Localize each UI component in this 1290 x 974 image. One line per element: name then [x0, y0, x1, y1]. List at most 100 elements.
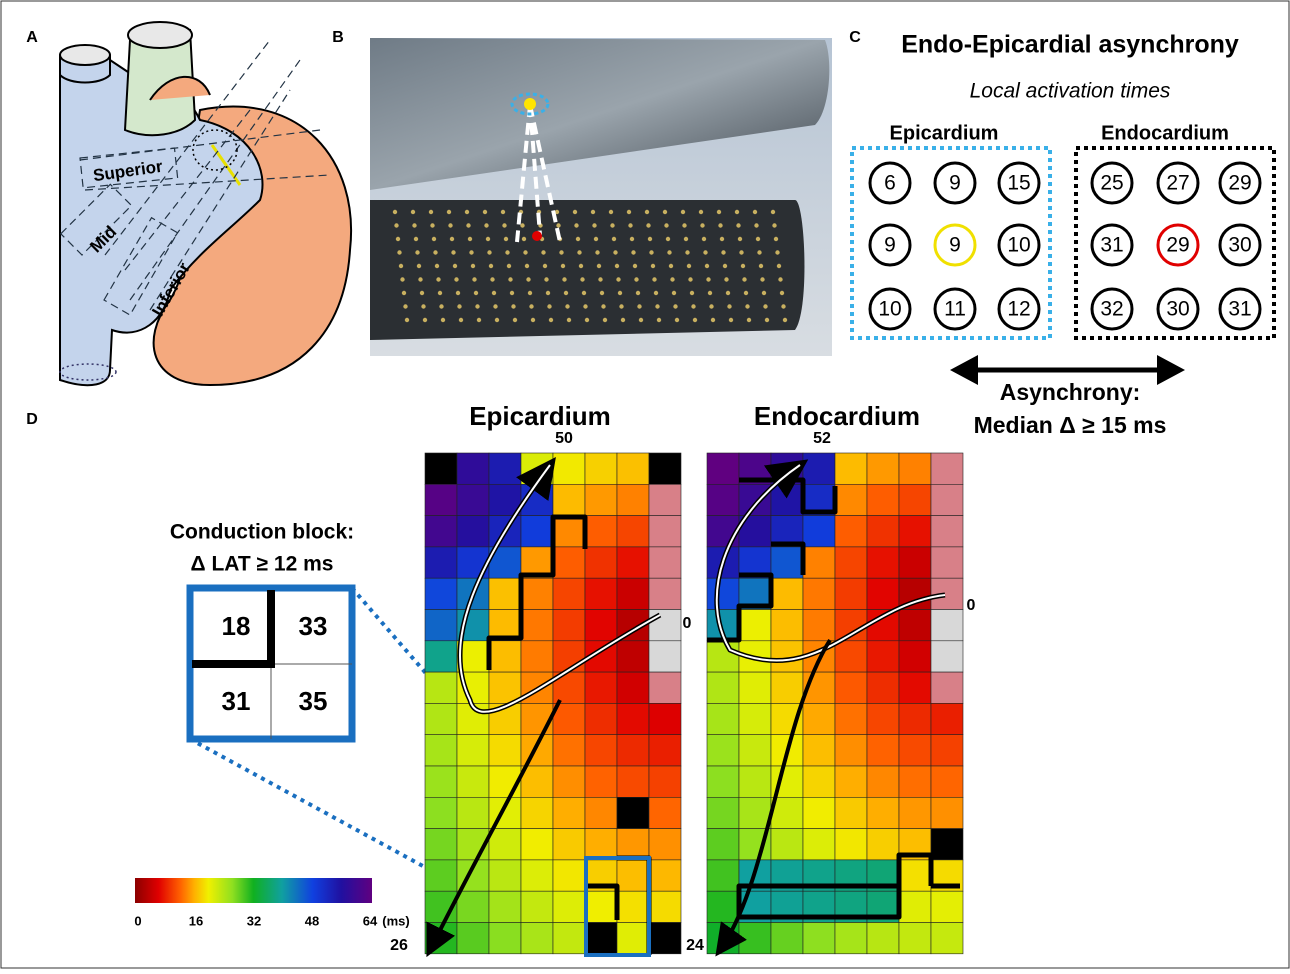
electrode [436, 277, 440, 281]
lat-value: 9 [949, 234, 961, 257]
block-text: Conduction block: [170, 521, 354, 544]
map-cell [489, 641, 521, 672]
block-cell: 35 [299, 686, 328, 716]
electrode [618, 291, 622, 295]
electrode [400, 277, 404, 281]
map-cell [649, 453, 681, 484]
electrode [493, 304, 497, 308]
electrode [511, 304, 515, 308]
map-cell [521, 923, 553, 954]
electrode [523, 250, 527, 254]
electrode [492, 291, 496, 295]
electrode [706, 277, 710, 281]
electrode [510, 291, 514, 295]
map-cell [585, 923, 617, 954]
map-cell [707, 735, 739, 766]
electrode [619, 304, 623, 308]
block-text: Δ LAT ≥ 12 ms [191, 553, 334, 576]
map-cell [585, 797, 617, 828]
map-cell [617, 641, 649, 672]
electrode [556, 223, 560, 227]
lat-value: 10 [1007, 234, 1030, 257]
lat-value: 27 [1166, 172, 1189, 195]
map-cell [521, 516, 553, 547]
electrode [687, 264, 691, 268]
electrode [520, 223, 524, 227]
electrode [567, 318, 571, 322]
lat-value: 9 [949, 172, 961, 195]
electrode [475, 304, 479, 308]
electrode [777, 264, 781, 268]
colorbar-tick: 32 [247, 913, 261, 928]
electrode [727, 304, 731, 308]
electrode [762, 291, 766, 295]
subtitle: Local activation times [970, 80, 1171, 103]
map-cell [771, 829, 803, 860]
electrode [613, 250, 617, 254]
electrode [702, 237, 706, 241]
map-cell [739, 672, 771, 703]
map-cell [803, 453, 835, 484]
electrode [396, 237, 400, 241]
map-cell [617, 578, 649, 609]
electrode [610, 223, 614, 227]
map-cell [707, 484, 739, 515]
electrode [513, 318, 517, 322]
map-cell [931, 672, 963, 703]
electrode [616, 277, 620, 281]
map-cell [489, 453, 521, 484]
electrode [688, 277, 692, 281]
panel-label: B [332, 29, 344, 46]
block-cell: 31 [222, 686, 251, 716]
electrode [528, 291, 532, 295]
map-cell [931, 735, 963, 766]
map-cell [585, 703, 617, 734]
map-cell [457, 923, 489, 954]
electrode [465, 210, 469, 214]
page: {"panel_a": {"label": "A", "regions": ["… [0, 0, 1290, 974]
electrode [402, 291, 406, 295]
electrode [564, 291, 568, 295]
map-cell [521, 829, 553, 860]
map-cell [931, 797, 963, 828]
electrode [673, 304, 677, 308]
electrode [399, 264, 403, 268]
map-cell [425, 703, 457, 734]
lat-value: 10 [878, 298, 901, 321]
electrode [432, 237, 436, 241]
map-cell [931, 923, 963, 954]
map-cell [899, 923, 931, 954]
map-cell [899, 453, 931, 484]
electrode [637, 304, 641, 308]
electrode [598, 277, 602, 281]
electrode [781, 304, 785, 308]
map-cell [771, 610, 803, 641]
electrode [414, 237, 418, 241]
electrode [430, 223, 434, 227]
block-cell: 18 [222, 611, 251, 641]
electrode [529, 304, 533, 308]
lat-value: 31 [1100, 234, 1123, 257]
electrode [582, 291, 586, 295]
map-cell [649, 578, 681, 609]
electrode [721, 250, 725, 254]
lat-value: 15 [1007, 172, 1030, 195]
map-cell [649, 641, 681, 672]
map-cell [707, 641, 739, 672]
electrode [771, 210, 775, 214]
map-cell [867, 578, 899, 609]
lat-value: 29 [1166, 234, 1189, 257]
map-cell [803, 578, 835, 609]
electrode [600, 291, 604, 295]
map-cell [553, 610, 585, 641]
electrode [667, 250, 671, 254]
map-cell [899, 610, 931, 641]
electrode [652, 277, 656, 281]
electrode [645, 210, 649, 214]
map-cell [585, 829, 617, 860]
map-cell [649, 672, 681, 703]
panel-label: D [26, 411, 38, 428]
electrode [459, 318, 463, 322]
electrode [547, 304, 551, 308]
electrode [546, 291, 550, 295]
